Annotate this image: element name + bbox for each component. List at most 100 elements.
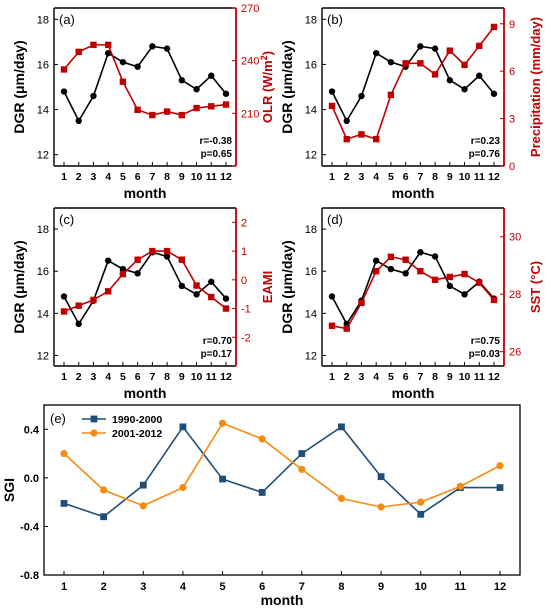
right-axis-label: SST (°C) — [528, 261, 543, 313]
right-tick-label: 0 — [509, 161, 515, 173]
data-point-right — [193, 104, 200, 112]
data-point-2001-2012 — [456, 482, 464, 490]
left-axis-label: DGR (μm/day) — [279, 40, 295, 133]
x-tick-label: 1 — [61, 171, 67, 183]
x-tick-label: 10 — [459, 171, 471, 183]
left-tick-label: 16 — [305, 266, 317, 278]
data-point-right — [163, 247, 171, 255]
x-tick-label: 10 — [191, 371, 203, 383]
data-point-right — [387, 91, 395, 99]
data-point-right — [208, 103, 215, 110]
x-tick-label: 6 — [135, 371, 141, 383]
x-tick-label: 12 — [488, 371, 500, 383]
data-point-2001-2012 — [298, 465, 306, 473]
data-point-left — [60, 88, 68, 95]
x-tick-label: 3 — [91, 171, 97, 183]
right-tick-label: 210 — [241, 108, 259, 120]
data-point-right — [446, 273, 454, 281]
x-tick-label: 8 — [432, 371, 438, 383]
data-point-right — [134, 106, 141, 114]
x-axis-label: month — [124, 385, 167, 401]
x-tick-label: 2 — [76, 371, 82, 383]
data-point-right — [149, 111, 156, 119]
right-tick-label: 1 — [241, 246, 247, 258]
data-point-right — [104, 41, 112, 49]
legend-swatch-marker — [90, 415, 98, 423]
data-point-left — [343, 117, 350, 125]
data-point-right — [208, 293, 215, 301]
data-point-left — [372, 257, 380, 264]
left-tick-label: 14 — [37, 308, 49, 320]
plot-frame — [43, 404, 521, 576]
x-tick-label: 9 — [447, 171, 453, 183]
right-tick-label: 3 — [509, 114, 515, 126]
data-point-right — [343, 325, 350, 332]
x-tick-label: 11 — [206, 171, 217, 183]
x-tick-label: 3 — [91, 371, 97, 383]
data-point-left — [134, 270, 141, 277]
x-tick-label: 4 — [105, 371, 111, 383]
x-tick-label: 9 — [179, 371, 185, 383]
right-axis-label-main: EAMI — [260, 271, 275, 304]
data-point-2001-2012 — [60, 449, 68, 458]
data-point-right — [104, 288, 112, 295]
right-axis-label-sup: 2 — [259, 55, 269, 60]
data-point-1990-2000 — [179, 423, 187, 431]
x-tick-label: 6 — [259, 581, 265, 593]
correlation-r: r=-0.38 — [199, 136, 232, 147]
right-tick-label: 0 — [241, 275, 247, 287]
data-point-right — [358, 131, 365, 138]
x-tick-label: 1 — [61, 371, 67, 383]
x-tick-label: 5 — [388, 171, 394, 183]
right-axis-label: OLR (W/m2) — [259, 51, 275, 123]
x-tick-label: 9 — [179, 171, 185, 183]
y-tick-label: -0.4 — [20, 521, 40, 533]
x-tick-label: 8 — [338, 581, 344, 593]
y-axis-label: SGI — [1, 478, 17, 502]
left-tick-label: 12 — [37, 150, 49, 162]
data-point-right — [149, 247, 156, 255]
right-tick-label: 240 — [241, 56, 259, 68]
right-axis-label-main: SST (°C) — [528, 261, 543, 313]
x-tick-label: 2 — [101, 581, 107, 593]
x-tick-label: 7 — [149, 171, 155, 183]
y-tick-label: -0.8 — [20, 570, 39, 582]
left-tick-label: 18 — [305, 224, 317, 236]
x-tick-label: 1 — [329, 371, 335, 383]
data-point-2001-2012 — [179, 483, 187, 492]
x-tick-label: 12 — [220, 371, 232, 383]
data-point-right — [90, 41, 97, 49]
series-line-right — [63, 250, 227, 313]
x-tick-label: 7 — [299, 581, 305, 593]
data-point-right — [417, 268, 424, 275]
data-point-1990-2000 — [417, 510, 425, 518]
series-line-left — [63, 251, 227, 326]
right-axis-label: EAMI — [260, 271, 275, 304]
data-point-right — [431, 276, 439, 284]
data-point-left — [119, 265, 127, 273]
right-tick-label: 28 — [509, 289, 521, 301]
right-axis-label-end: ) — [260, 51, 275, 55]
right-tick-label: 26 — [509, 347, 521, 359]
right-axis-label: Precipitation (mm/day) — [528, 17, 543, 157]
data-point-right — [402, 256, 409, 263]
correlation-p: p=0.65 — [201, 149, 233, 160]
legend-label: 2001-2012 — [112, 428, 162, 440]
x-axis-label: month — [392, 385, 435, 401]
data-point-left — [461, 291, 468, 298]
data-point-1990-2000 — [496, 484, 504, 491]
left-axis-label: DGR (μm/day) — [11, 40, 27, 133]
x-tick-label: 4 — [105, 171, 111, 183]
correlation-r: r=0.70 — [203, 336, 233, 347]
y-tick-label: 0.4 — [24, 424, 40, 436]
x-tick-label: 5 — [120, 371, 126, 383]
x-tick-label: 6 — [403, 371, 409, 383]
right-axis-label-main: OLR (W/m — [260, 60, 275, 123]
series-line-left — [63, 45, 227, 123]
left-tick-label: 14 — [305, 308, 317, 320]
data-point-1990-2000 — [338, 423, 345, 431]
right-tick-label: 6 — [509, 66, 515, 78]
x-tick-label: 8 — [432, 171, 438, 183]
